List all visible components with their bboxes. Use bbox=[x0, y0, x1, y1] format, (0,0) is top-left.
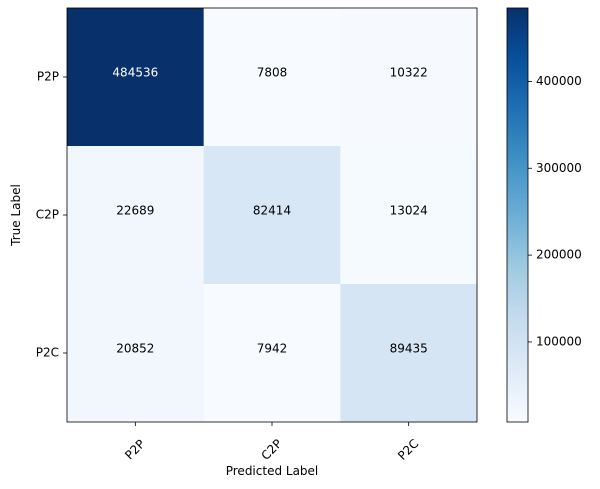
cell-value-label: 7942 bbox=[257, 342, 288, 356]
y-tick-label: P2C bbox=[36, 346, 59, 360]
colorbar-tick-label: 300000 bbox=[536, 161, 582, 175]
cell-value-label: 20852 bbox=[116, 342, 154, 356]
y-axis-label: True Label bbox=[9, 184, 23, 247]
cell-value-label: 13024 bbox=[390, 204, 428, 218]
x-tick-label: C2P bbox=[258, 436, 284, 462]
heatmap-cell bbox=[67, 284, 205, 423]
cell-value-label: 22689 bbox=[116, 204, 154, 218]
cell-value-label: 82414 bbox=[253, 204, 291, 218]
heatmap-cell bbox=[67, 8, 205, 147]
heatmap-cell bbox=[340, 146, 478, 285]
cell-value-label: 89435 bbox=[390, 342, 428, 356]
colorbar-tick-label: 200000 bbox=[536, 248, 582, 262]
x-axis-label: Predicted Label bbox=[226, 464, 319, 478]
colorbar-tick-label: 400000 bbox=[536, 74, 582, 88]
heatmap-cell bbox=[340, 8, 478, 147]
x-axis-ticks: P2P C2P P2C bbox=[122, 422, 421, 463]
y-tick-label: P2P bbox=[37, 70, 59, 84]
heatmap-cell bbox=[203, 8, 341, 147]
cell-value-label: 484536 bbox=[112, 66, 158, 80]
colorbar bbox=[506, 7, 529, 423]
y-tick-label: C2P bbox=[36, 208, 59, 222]
x-tick-label: P2P bbox=[122, 437, 148, 463]
heatmap-cells bbox=[67, 8, 478, 423]
x-tick-label: P2C bbox=[395, 436, 421, 462]
colorbar-tick-label: 100000 bbox=[536, 334, 582, 348]
cell-value-label: 7808 bbox=[257, 66, 288, 80]
cell-value-label: 10322 bbox=[390, 66, 428, 80]
heatmap-cell bbox=[203, 284, 341, 423]
y-axis-ticks: P2P C2P P2C bbox=[36, 70, 67, 360]
heatmap-cell bbox=[67, 146, 205, 285]
colorbar-ticks: 100000 200000 300000 400000 bbox=[528, 74, 582, 348]
heatmap-cell bbox=[340, 284, 478, 423]
heatmap-cell-labels: 484536 7808 10322 22689 82414 13024 20852 7942 8… bbox=[112, 66, 427, 356]
heatmap-cell bbox=[203, 146, 341, 285]
